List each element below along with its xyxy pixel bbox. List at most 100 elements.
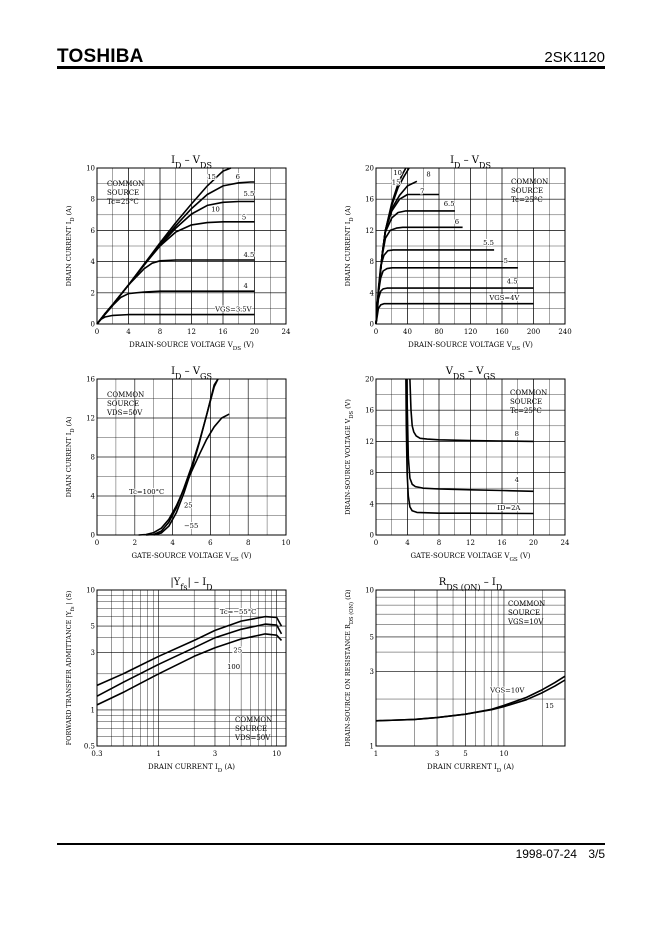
chart-note: SOURCE: [510, 398, 542, 406]
y-tick-label: 16: [365, 407, 374, 415]
y-tick-label: 5: [370, 633, 374, 641]
x-tick-label: 12: [466, 539, 475, 547]
x-axis-label: DRAIN-SOURCE VOLTAGE VDS (V): [408, 341, 533, 352]
chart-note: SOURCE: [508, 609, 540, 617]
x-tick-label: 24: [561, 539, 570, 547]
curve-label: 10: [211, 206, 220, 214]
chart-note: VGS=10V: [507, 618, 544, 626]
x-axis-label: GATE-SOURCE VOLTAGE VGS (V): [410, 552, 530, 563]
y-tick-label: 1: [91, 706, 95, 714]
x-tick-label: 80: [435, 328, 444, 336]
x-tick-label: 3: [435, 750, 439, 758]
curve-label: 100: [227, 663, 240, 671]
x-tick-label: 2: [133, 539, 137, 547]
y-axis-label: DRAIN CURRENT ID (A): [65, 416, 76, 497]
y-tick-label: 4: [370, 500, 375, 508]
chart-note: COMMON: [235, 716, 272, 724]
curve-label: VGS=10V: [489, 687, 525, 695]
curve-label: 4: [243, 282, 247, 290]
x-tick-label: 40: [403, 328, 412, 336]
chart-title: |Yfs| – ID: [170, 577, 212, 592]
x-tick-label: 4: [170, 539, 175, 547]
curve-label: 15: [207, 173, 216, 181]
chart-c6: 1 3 5 10 1 3 5 10 RDS (ON) – ID DRAIN CURRENT ID …: [344, 577, 566, 774]
y-tick-label: 20: [365, 165, 374, 173]
y-tick-label: 10: [86, 165, 95, 173]
x-tick-label: 0: [95, 328, 99, 336]
curve-label: 15: [545, 702, 554, 710]
y-tick-label: 20: [365, 376, 374, 384]
curve-label: Tc=100°C: [129, 488, 164, 496]
y-axis-label: FORWARD TRANSFER ADMITTANCE |Yfs | (S): [65, 590, 76, 745]
chart-title: ID – VDS: [450, 155, 491, 170]
y-tick-label: 0: [91, 532, 95, 540]
chart-c4: 0 4 8 12 16 20 24 0 4 8 12 16 20 VDS – VGS GATE-SOURCE…: [344, 366, 570, 563]
x-axis-label: DRAIN CURRENT ID (A): [427, 763, 514, 774]
x-axis-label: DRAIN-SOURCE VOLTAGE VDS (V): [129, 341, 254, 352]
y-tick-label: 16: [365, 196, 374, 204]
y-axis-label: DRAIN CURRENT ID (A): [344, 205, 355, 286]
x-tick-label: 4: [126, 328, 131, 336]
footer: 1998-07-24 3/5: [508, 847, 605, 861]
series-line: [375, 287, 534, 325]
curve-label: Tc=−55°C: [220, 608, 256, 616]
x-tick-label: 20: [250, 328, 259, 336]
curve-label: 6: [236, 173, 240, 181]
x-tick-label: 1: [374, 750, 378, 758]
curve-label: 25: [233, 647, 242, 655]
chart-note: COMMON: [510, 389, 547, 397]
y-tick-label: 8: [370, 469, 374, 477]
y-tick-label: 3: [91, 649, 95, 657]
y-tick-label: 2: [91, 289, 95, 297]
curve-label: 5.5: [243, 190, 254, 198]
x-tick-label: 0: [95, 539, 99, 547]
x-tick-label: 240: [558, 328, 571, 336]
curve-label: 4.5: [507, 277, 518, 285]
x-tick-label: 20: [529, 539, 538, 547]
y-tick-label: 4: [91, 493, 96, 501]
y-tick-label: 8: [91, 196, 95, 204]
series-line: [375, 679, 566, 722]
chart-c5: 0.3 1 3 10 0.5 1 3 5 10 |Yfs| – ID DRAIN CURRENT I…: [65, 577, 287, 774]
x-tick-label: 160: [495, 328, 508, 336]
series-line: [96, 290, 255, 325]
y-tick-label: 1: [370, 743, 374, 751]
series-line: [96, 615, 283, 687]
chart-note: VDS=50V: [106, 409, 143, 417]
x-tick-label: 8: [437, 539, 441, 547]
series-line: [96, 623, 283, 697]
x-tick-label: 0.3: [91, 750, 102, 758]
chart-c2: 0 40 80 120 160 200 240 0 4 8 12 16 20 ID – VDS DRAIN-…: [344, 155, 572, 352]
chart-note: SOURCE: [107, 189, 139, 197]
curve-label: 6: [455, 218, 459, 226]
curve-label: 25: [184, 502, 193, 510]
x-tick-label: 12: [187, 328, 196, 336]
y-tick-label: 4: [370, 289, 375, 297]
y-tick-label: 12: [365, 438, 374, 446]
x-tick-label: 6: [208, 539, 213, 547]
chart-note: SOURCE: [235, 725, 267, 733]
series-line: [375, 302, 534, 325]
y-tick-label: 0: [370, 321, 374, 329]
chart-c3: 0 2 4 6 8 10 0 4 8 12 16 ID – VGS GATE-SOURCE VOLTAG…: [65, 366, 290, 563]
chart-note: Tc=25°C: [510, 407, 542, 415]
curve-label: 4.5: [243, 251, 254, 259]
y-axis-label: DRAIN-SOURCE VOLTAGE VDS (V): [344, 399, 355, 515]
series-line: [153, 378, 219, 536]
chart-title: VDS – VGS: [445, 366, 496, 381]
footer-rule: [57, 843, 605, 845]
y-tick-label: 16: [86, 376, 95, 384]
x-tick-label: 5: [463, 750, 467, 758]
curve-label: −55: [184, 522, 198, 530]
x-tick-label: 16: [219, 328, 228, 336]
chart-note: COMMON: [107, 180, 144, 188]
plot-frame: [96, 589, 287, 747]
chart-note: SOURCE: [511, 187, 543, 195]
x-tick-label: 0: [374, 328, 378, 336]
chart-note: Tc=25°C: [511, 196, 543, 204]
x-tick-label: 10: [499, 750, 508, 758]
y-tick-label: 8: [91, 454, 95, 462]
x-tick-label: 0: [374, 539, 378, 547]
series-line: [405, 378, 534, 493]
